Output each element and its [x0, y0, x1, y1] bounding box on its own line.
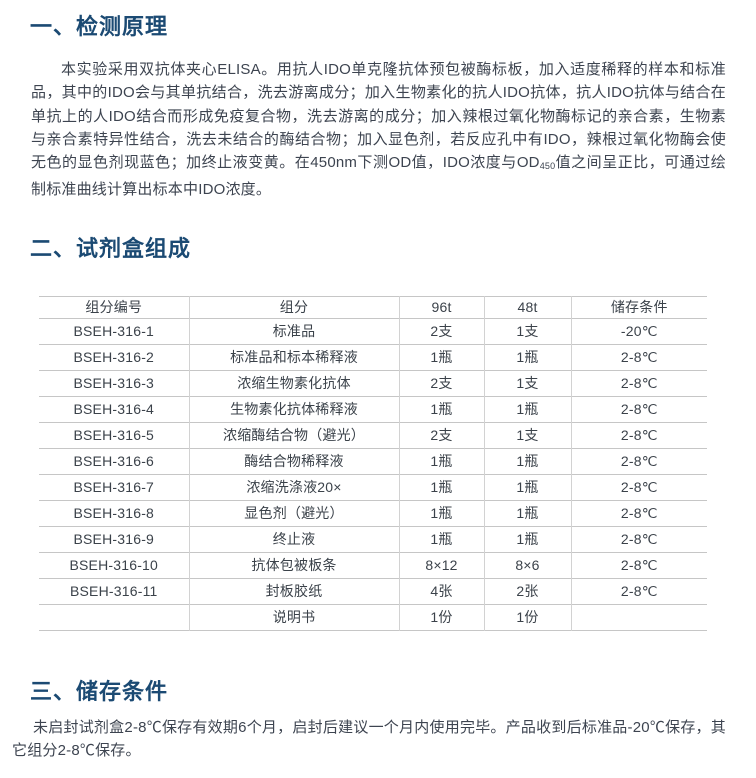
- table-header-cell-3: 48t: [483, 296, 571, 319]
- table-row: BSEH-316-1 标准品 2支 1支 -20℃: [39, 318, 707, 345]
- table-cell: 2-8℃: [570, 448, 707, 475]
- table-cell: 2-8℃: [570, 500, 707, 527]
- table-cell: BSEH-316-6: [73, 453, 155, 470]
- table-row: BSEH-316-8 显色剂（避光） 1瓶 1瓶 2-8℃: [39, 500, 707, 527]
- table-cell: BSEH-316-3: [73, 375, 155, 392]
- table-cell: 2-8℃: [570, 526, 707, 553]
- table-cell: 显色剂（避光）: [188, 500, 399, 527]
- od450-subscript: 450: [539, 161, 556, 172]
- principle-text-after-sub: 值之间呈正比，可通过绘制标准曲线计算出标本中IDO浓度。: [31, 154, 726, 199]
- table-row: BSEH-316-9 终止液 1瓶 1瓶 2-8℃: [39, 526, 707, 553]
- table-cell: 1瓶: [398, 526, 484, 553]
- table-cell: 封板胶纸: [188, 578, 399, 605]
- table-cell: 2支: [398, 422, 484, 449]
- table-cell: 1瓶: [398, 448, 484, 475]
- table-row: BSEH-316-10 抗体包被板条 8×12 8×6 2-8℃: [39, 552, 707, 579]
- table-cell: 1瓶: [483, 526, 571, 553]
- section-heading-components: 二、试剂盒组成: [30, 235, 192, 261]
- table-cell: 1支: [483, 370, 571, 397]
- table-header-cell-1: 组分: [188, 296, 399, 319]
- table-cell: 1瓶: [483, 344, 571, 371]
- table-cell: 8×12: [398, 552, 484, 579]
- table-cell: BSEH-316-4: [73, 401, 155, 418]
- table-cell: BSEH-316-5: [73, 427, 155, 444]
- table-cell: 1瓶: [483, 474, 571, 501]
- table-cell: 抗体包被板条: [188, 552, 399, 579]
- table-cell: 2-8℃: [570, 552, 707, 579]
- table-cell: 2-8℃: [570, 422, 707, 449]
- table-cell: 1支: [483, 422, 571, 449]
- table-cell: 2-8℃: [570, 474, 707, 501]
- table-cell: 1份: [398, 604, 484, 631]
- table-row: BSEH-316-11 封板胶纸 4张 2张 2-8℃: [39, 578, 707, 605]
- table-cell: BSEH-316-10: [69, 557, 159, 574]
- table-cell: 2支: [398, 370, 484, 397]
- table-header-cell-0: 组分编号: [85, 299, 143, 316]
- table-cell: 2-8℃: [570, 396, 707, 423]
- principle-text-before-sub: 本实验采用双抗体夹心ELISA。用抗人IDO单克隆抗体预包被酶标板，加入适度稀释…: [31, 61, 726, 172]
- table-cell: 说明书: [188, 604, 399, 631]
- table-cell: 浓缩洗涤液20×: [188, 474, 399, 501]
- table-row: 说明书 1份 1份: [39, 604, 707, 631]
- table-cell: BSEH-316-11: [69, 583, 158, 600]
- table-cell: [570, 604, 707, 631]
- table-cell: 终止液: [188, 526, 399, 553]
- table-row: BSEH-316-3 浓缩生物素化抗体 2支 1支 2-8℃: [39, 370, 707, 397]
- table-cell: 1瓶: [398, 500, 484, 527]
- table-cell: BSEH-316-2: [73, 349, 155, 366]
- table-header-cell-2: 96t: [398, 296, 484, 319]
- table-cell: BSEH-316-7: [73, 479, 155, 496]
- table-cell: 2支: [398, 318, 484, 345]
- table-cell: 2-8℃: [570, 370, 707, 397]
- table-cell: 生物素化抗体稀释液: [188, 396, 399, 423]
- table-cell: 酶结合物稀释液: [188, 448, 399, 475]
- principle-paragraph: 本实验采用双抗体夹心ELISA。用抗人IDO单克隆抗体预包被酶标板，加入适度稀释…: [31, 58, 726, 202]
- table-row: BSEH-316-5 浓缩酶结合物（避光） 2支 1支 2-8℃: [39, 422, 707, 449]
- table-cell: 浓缩酶结合物（避光）: [188, 422, 399, 449]
- table-cell: 标准品和标本稀释液: [188, 344, 399, 371]
- table-cell: 标准品: [188, 318, 399, 345]
- table-cell: 1瓶: [483, 396, 571, 423]
- table-header-cell-4: 储存条件: [570, 296, 707, 319]
- table-cell: 2张: [483, 578, 571, 605]
- table-cell: 1份: [483, 604, 571, 631]
- table-cell: 1瓶: [398, 344, 484, 371]
- table-cell: 1瓶: [483, 500, 571, 527]
- section-heading-storage: 三、储存条件: [30, 678, 169, 704]
- table-body: BSEH-316-1 标准品 2支 1支 -20℃ BSEH-316-2 标准品和标本稀释液…: [39, 318, 707, 631]
- table-cell: BSEH-316-8: [73, 505, 155, 522]
- table-cell: BSEH-316-1: [73, 323, 155, 340]
- section-heading-principle: 一、检测原理: [30, 14, 169, 39]
- table-cell: 1支: [483, 318, 571, 345]
- table-cell: 4张: [398, 578, 484, 605]
- table-cell: BSEH-316-9: [73, 531, 155, 548]
- table-cell: 2-8℃: [570, 578, 707, 605]
- table-row: BSEH-316-4 生物素化抗体稀释液 1瓶 1瓶 2-8℃: [39, 396, 707, 423]
- table-row: BSEH-316-2 标准品和标本稀释液 1瓶 1瓶 2-8℃: [39, 344, 707, 371]
- table-cell: 1瓶: [398, 396, 484, 423]
- table-header-row: 组分编号 组分 96t 48t 储存条件: [39, 296, 707, 319]
- table-cell: [39, 604, 189, 630]
- table-cell: 1瓶: [398, 474, 484, 501]
- table-cell: 2-8℃: [570, 344, 707, 371]
- table-cell: -20℃: [570, 318, 707, 345]
- table-cell: 浓缩生物素化抗体: [188, 370, 399, 397]
- table-cell: 8×6: [483, 552, 571, 579]
- components-table: 组分编号 组分 96t 48t 储存条件 BSEH-316-1 标准品 2支 1支 -20℃ BS…: [39, 295, 707, 631]
- table-row: BSEH-316-7 浓缩洗涤液20× 1瓶 1瓶 2-8℃: [39, 474, 707, 501]
- table-row: BSEH-316-6 酶结合物稀释液 1瓶 1瓶 2-8℃: [39, 448, 707, 475]
- storage-paragraph: 未启封试剂盒2-8℃保存有效期6个月，启封后建议一个月内使用完毕。产品收到后标准…: [12, 718, 726, 760]
- table-cell: 1瓶: [483, 448, 571, 475]
